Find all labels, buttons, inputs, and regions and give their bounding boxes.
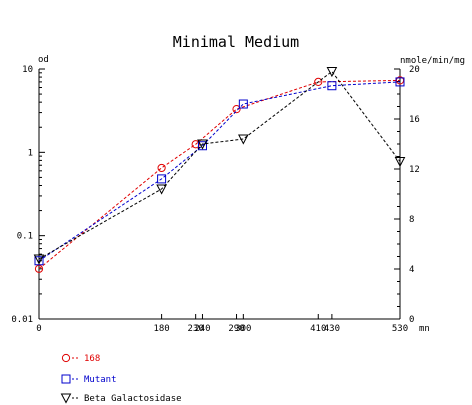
data-point xyxy=(197,141,207,151)
data-point xyxy=(33,254,45,265)
series-line xyxy=(38,79,401,270)
right-tick-label: 0 xyxy=(409,315,414,325)
series-line xyxy=(38,81,401,262)
data-point xyxy=(157,163,166,173)
legend-marker xyxy=(61,353,71,363)
right-tick-label: 12 xyxy=(409,165,420,175)
legend-label: Mutant xyxy=(84,375,117,385)
data-point xyxy=(197,139,208,150)
left-tick-label: 1 xyxy=(28,148,33,158)
series-group xyxy=(33,67,406,273)
x-tick-label: 300 xyxy=(235,324,251,334)
legend-item: 168 xyxy=(61,353,100,364)
x-tick-label: 180 xyxy=(153,324,169,334)
legend-label: 168 xyxy=(84,354,100,364)
data-point xyxy=(34,256,44,266)
data-point xyxy=(157,174,167,184)
axes xyxy=(38,68,401,320)
legend-marker xyxy=(60,393,72,404)
x-tick-label: 530 xyxy=(392,324,408,334)
data-point xyxy=(394,157,406,168)
right-tick-label: 8 xyxy=(409,215,414,225)
x-tick-label: 430 xyxy=(324,324,340,334)
data-point xyxy=(395,77,405,87)
series-line xyxy=(38,70,401,260)
data-point xyxy=(314,77,323,87)
right-tick-label: 4 xyxy=(409,265,414,275)
x-tick-label: 410 xyxy=(310,324,326,334)
data-point xyxy=(191,140,200,149)
legend-item: Mutant xyxy=(61,374,117,385)
left-axis-label: od xyxy=(38,55,49,65)
data-point xyxy=(238,99,248,109)
series-1 xyxy=(34,77,405,266)
right-axis-label: nmole/min/mg xyxy=(400,56,465,66)
left-tick-label: 10 xyxy=(22,65,33,75)
legend-marker xyxy=(61,374,71,384)
legend-label: Beta Galactosidase xyxy=(84,394,182,404)
x-tick-label: 0 xyxy=(36,324,41,334)
chart-title: Minimal Medium xyxy=(173,33,299,51)
left-tick-label: 0.1 xyxy=(17,232,33,242)
data-point xyxy=(238,134,249,145)
right-tick-label: 20 xyxy=(409,65,420,75)
left-tick-label: 0.01 xyxy=(11,315,33,325)
x-tick-label: 240 xyxy=(194,324,210,334)
legend: 168 Mutant Beta Galactosidase xyxy=(60,353,182,404)
data-point xyxy=(326,67,338,78)
x-axis-unit: mn xyxy=(419,324,430,334)
right-tick-label: 16 xyxy=(409,115,420,125)
x-tick-label: 290 xyxy=(228,324,244,334)
data-point xyxy=(156,184,167,195)
data-point xyxy=(327,81,337,91)
data-point xyxy=(232,105,241,114)
series-2 xyxy=(33,67,406,265)
legend-item: Beta Galactosidase xyxy=(60,393,182,404)
series-0 xyxy=(34,76,405,273)
x-tick-label: 230 xyxy=(188,324,204,334)
